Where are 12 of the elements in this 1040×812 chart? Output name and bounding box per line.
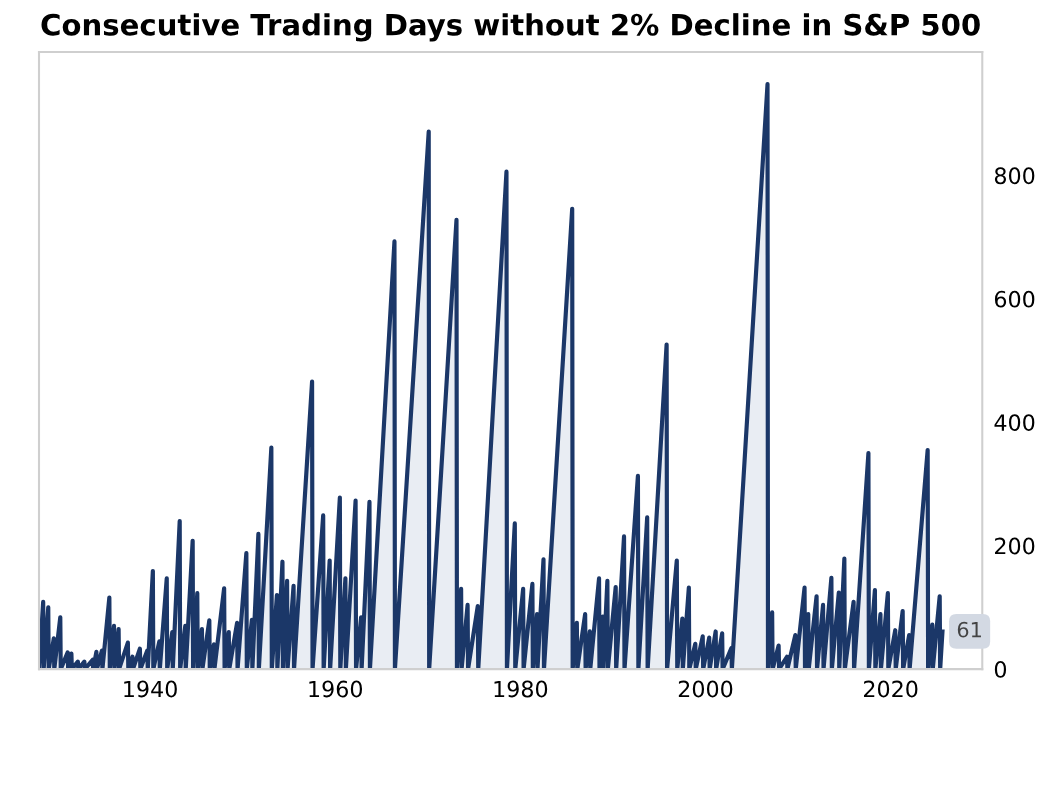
y-tick-label: 800: [994, 167, 1035, 185]
x-tick-label: 1960: [309, 680, 363, 698]
y-tick-label: 0: [994, 661, 1007, 678]
y-tick-label: 600: [994, 290, 1035, 308]
x-tick-label: 1940: [124, 680, 177, 698]
x-tick-label: 2000: [678, 680, 733, 698]
x-tick-label: 1980: [494, 680, 548, 698]
annotation: 61: [957, 621, 981, 638]
x-tick-label: 2020: [863, 680, 918, 698]
chart-title: Consecutive Trading Days without 2% Decline in S&P 500: [41, 13, 980, 42]
y-tick-label: 200: [995, 537, 1035, 555]
y-tick-label: 400: [994, 414, 1035, 431]
